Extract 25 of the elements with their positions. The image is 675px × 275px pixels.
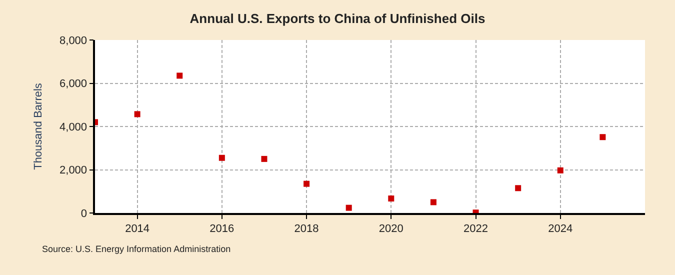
point — [430, 199, 436, 206]
point — [515, 185, 522, 192]
y-tick-label: 2,000 — [60, 164, 88, 177]
chart-title: Annual U.S. Exports to China of Unfinished Oils — [190, 10, 486, 26]
point — [218, 154, 225, 161]
point — [176, 72, 183, 79]
x-tick-label: 2018 — [294, 222, 319, 235]
point — [600, 134, 606, 140]
point — [134, 111, 140, 118]
x-tick-label: 2016 — [210, 222, 234, 235]
y-tick-label: 6,000 — [60, 78, 88, 90]
point — [346, 204, 352, 211]
point — [557, 167, 564, 174]
x-tick-label: 2014 — [125, 222, 150, 235]
x-tick-label: 2022 — [464, 222, 488, 235]
x-tick-label: 2024 — [548, 222, 573, 235]
y-tick-label: 0 — [80, 208, 88, 220]
y-tick-label: 8,000 — [60, 34, 88, 47]
point — [388, 196, 394, 202]
x-tick-label: 2020 — [378, 222, 404, 235]
y-axis-title: Thousand Barrels — [32, 82, 45, 170]
point — [304, 180, 310, 187]
y-tick-label: 4,000 — [60, 121, 88, 134]
source-note: Source: U.S. Energy Information Administration — [42, 244, 231, 254]
point — [261, 156, 268, 162]
